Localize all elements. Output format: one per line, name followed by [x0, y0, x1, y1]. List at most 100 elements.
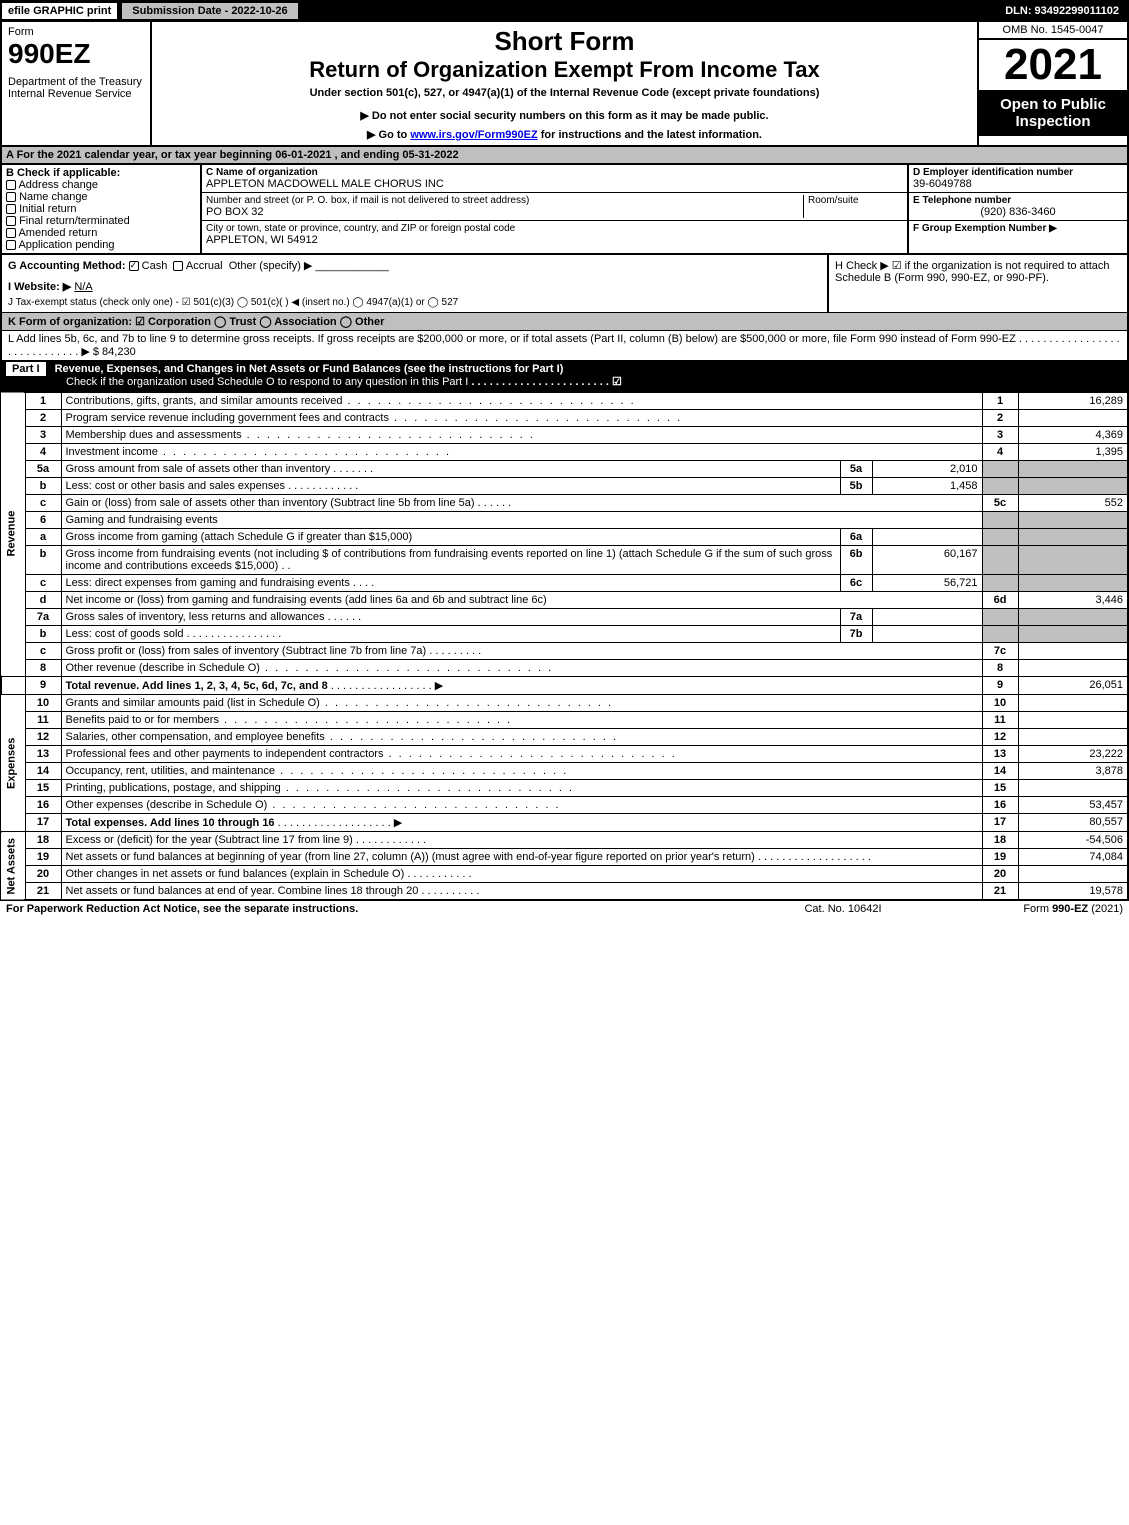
line-10-desc: Grants and similar amounts paid (list in…	[66, 697, 320, 709]
top-bar: efile GRAPHIC print Submission Date - 20…	[0, 0, 1129, 22]
check-pending[interactable]: Application pending	[6, 239, 196, 251]
check-final[interactable]: Final return/terminated	[6, 215, 196, 227]
line-17-amount: 80,557	[1018, 814, 1128, 832]
part1-check-icon: ☑	[612, 376, 622, 388]
check-initial[interactable]: Initial return	[6, 203, 196, 215]
dln-label: DLN: 93492299011102	[997, 3, 1127, 19]
part-1-label: Part I	[6, 362, 46, 376]
line-5b-amount: 1,458	[872, 478, 982, 495]
section-h: H Check ▶ ☑ if the organization is not r…	[827, 255, 1127, 312]
line-17-desc: Total expenses. Add lines 10 through 16	[66, 817, 275, 829]
expenses-side-label: Expenses	[1, 695, 25, 832]
footer-form: Form 990-EZ (2021)	[943, 903, 1123, 915]
c-street-label: Number and street (or P. O. box, if mail…	[206, 195, 803, 206]
irs-link[interactable]: www.irs.gov/Form990EZ	[410, 129, 537, 141]
short-form-title: Short Form	[158, 26, 971, 57]
line-4-desc: Investment income	[66, 446, 158, 458]
line-1-amount: 16,289	[1018, 392, 1128, 410]
line-16-desc: Other expenses (describe in Schedule O)	[66, 799, 268, 811]
check-amended[interactable]: Amended return	[6, 227, 196, 239]
section-l: L Add lines 5b, 6c, and 7b to line 9 to …	[0, 330, 1129, 360]
line-16-amount: 53,457	[1018, 797, 1128, 814]
line-15-amount	[1018, 780, 1128, 797]
line-7c-amount	[1018, 643, 1128, 660]
line-5c-desc: Gain or (loss) from sale of assets other…	[66, 497, 475, 509]
c-city-label: City or town, state or province, country…	[206, 223, 903, 234]
d-ein-label: D Employer identification number	[913, 167, 1123, 178]
no-ssn-notice: ▶ Do not enter social security numbers o…	[158, 109, 971, 122]
org-street: PO BOX 32	[206, 206, 803, 218]
line-5b-desc: Less: cost or other basis and sales expe…	[66, 480, 286, 492]
check-name[interactable]: Name change	[6, 191, 196, 203]
tax-year: 2021	[979, 40, 1127, 90]
line-6b-desc: Gross income from fundraising events (no…	[66, 548, 833, 572]
part-1-table: Revenue 1Contributions, gifts, grants, a…	[0, 391, 1129, 901]
footer-left: For Paperwork Reduction Act Notice, see …	[6, 903, 743, 915]
line-2-amount	[1018, 410, 1128, 427]
line-4-amount: 1,395	[1018, 444, 1128, 461]
line-7a-amount	[872, 609, 982, 626]
line-21-desc: Net assets or fund balances at end of ye…	[66, 885, 419, 897]
line-12-desc: Salaries, other compensation, and employ…	[66, 731, 325, 743]
line-9-desc: Total revenue. Add lines 1, 2, 3, 4, 5c,…	[66, 680, 328, 692]
c-name-label: C Name of organization	[206, 167, 903, 178]
org-name: APPLETON MACDOWELL MALE CHORUS INC	[206, 178, 903, 190]
section-i: I Website: ▶ N/A	[8, 280, 821, 293]
form-number: 990EZ	[8, 38, 144, 70]
section-b-title: B Check if applicable:	[6, 167, 196, 179]
part-1-header: Part I Revenue, Expenses, and Changes in…	[0, 360, 1129, 391]
dept-label: Department of the Treasury	[8, 76, 144, 88]
goto-link-row: ▶ Go to www.irs.gov/Form990EZ for instru…	[158, 128, 971, 141]
check-cash[interactable]	[129, 261, 139, 271]
ein-value: 39-6049788	[913, 178, 1123, 190]
phone-value: (920) 836-3460	[913, 206, 1123, 218]
line-10-amount	[1018, 695, 1128, 712]
line-6d-amount: 3,446	[1018, 592, 1128, 609]
line-7b-desc: Less: cost of goods sold	[66, 628, 184, 640]
line-1-desc: Contributions, gifts, grants, and simila…	[66, 395, 343, 407]
line-5a-desc: Gross amount from sale of assets other t…	[66, 463, 331, 475]
line-5a-amount: 2,010	[872, 461, 982, 478]
line-20-desc: Other changes in net assets or fund bala…	[66, 868, 405, 880]
line-2-desc: Program service revenue including govern…	[66, 412, 389, 424]
room-suite-label: Room/suite	[803, 195, 903, 218]
line-15-desc: Printing, publications, postage, and shi…	[66, 782, 281, 794]
revenue-side-label: Revenue	[1, 392, 25, 677]
line-7c-desc: Gross profit or (loss) from sales of inv…	[66, 645, 427, 657]
check-address[interactable]: Address change	[6, 179, 196, 191]
line-12-amount	[1018, 729, 1128, 746]
line-19-desc: Net assets or fund balances at beginning…	[66, 851, 755, 863]
line-8-desc: Other revenue (describe in Schedule O)	[66, 662, 260, 674]
line-9-amount: 26,051	[1018, 677, 1128, 695]
line-11-desc: Benefits paid to or for members	[66, 714, 219, 726]
check-accrual[interactable]	[173, 261, 183, 271]
open-to-public: Open to Public Inspection	[979, 90, 1127, 136]
line-13-amount: 23,222	[1018, 746, 1128, 763]
irs-label: Internal Revenue Service	[8, 88, 144, 100]
line-5c-amount: 552	[1018, 495, 1128, 512]
line-6d-desc: Net income or (loss) from gaming and fun…	[61, 592, 982, 609]
line-7a-desc: Gross sales of inventory, less returns a…	[66, 611, 325, 623]
line-18-desc: Excess or (deficit) for the year (Subtra…	[66, 834, 353, 846]
line-8-amount	[1018, 660, 1128, 677]
line-6c-amount: 56,721	[872, 575, 982, 592]
line-18-amount: -54,506	[1018, 832, 1128, 849]
footer-cat: Cat. No. 10642I	[743, 903, 943, 915]
line-6-desc: Gaming and fundraising events	[61, 512, 982, 529]
line-6b-amount: 60,167	[872, 546, 982, 575]
gross-receipts: ▶ $ 84,230	[81, 346, 135, 358]
line-6c-desc: Less: direct expenses from gaming and fu…	[66, 577, 350, 589]
line-6a-desc: Gross income from gaming (attach Schedul…	[66, 531, 413, 543]
page-footer: For Paperwork Reduction Act Notice, see …	[0, 901, 1129, 917]
netassets-side-label: Net Assets	[1, 832, 25, 901]
line-11-amount	[1018, 712, 1128, 729]
f-group-label: F Group Exemption Number ▶	[913, 223, 1123, 234]
efile-label: efile GRAPHIC print	[2, 3, 117, 19]
omb-number: OMB No. 1545-0047	[979, 22, 1127, 40]
line-14-desc: Occupancy, rent, utilities, and maintena…	[66, 765, 276, 777]
line-20-amount	[1018, 866, 1128, 883]
form-header: Form 990EZ Department of the Treasury In…	[0, 22, 1129, 147]
form-label: Form	[8, 26, 144, 38]
line-21-amount: 19,578	[1018, 883, 1128, 901]
section-a: A For the 2021 calendar year, or tax yea…	[0, 147, 1129, 165]
